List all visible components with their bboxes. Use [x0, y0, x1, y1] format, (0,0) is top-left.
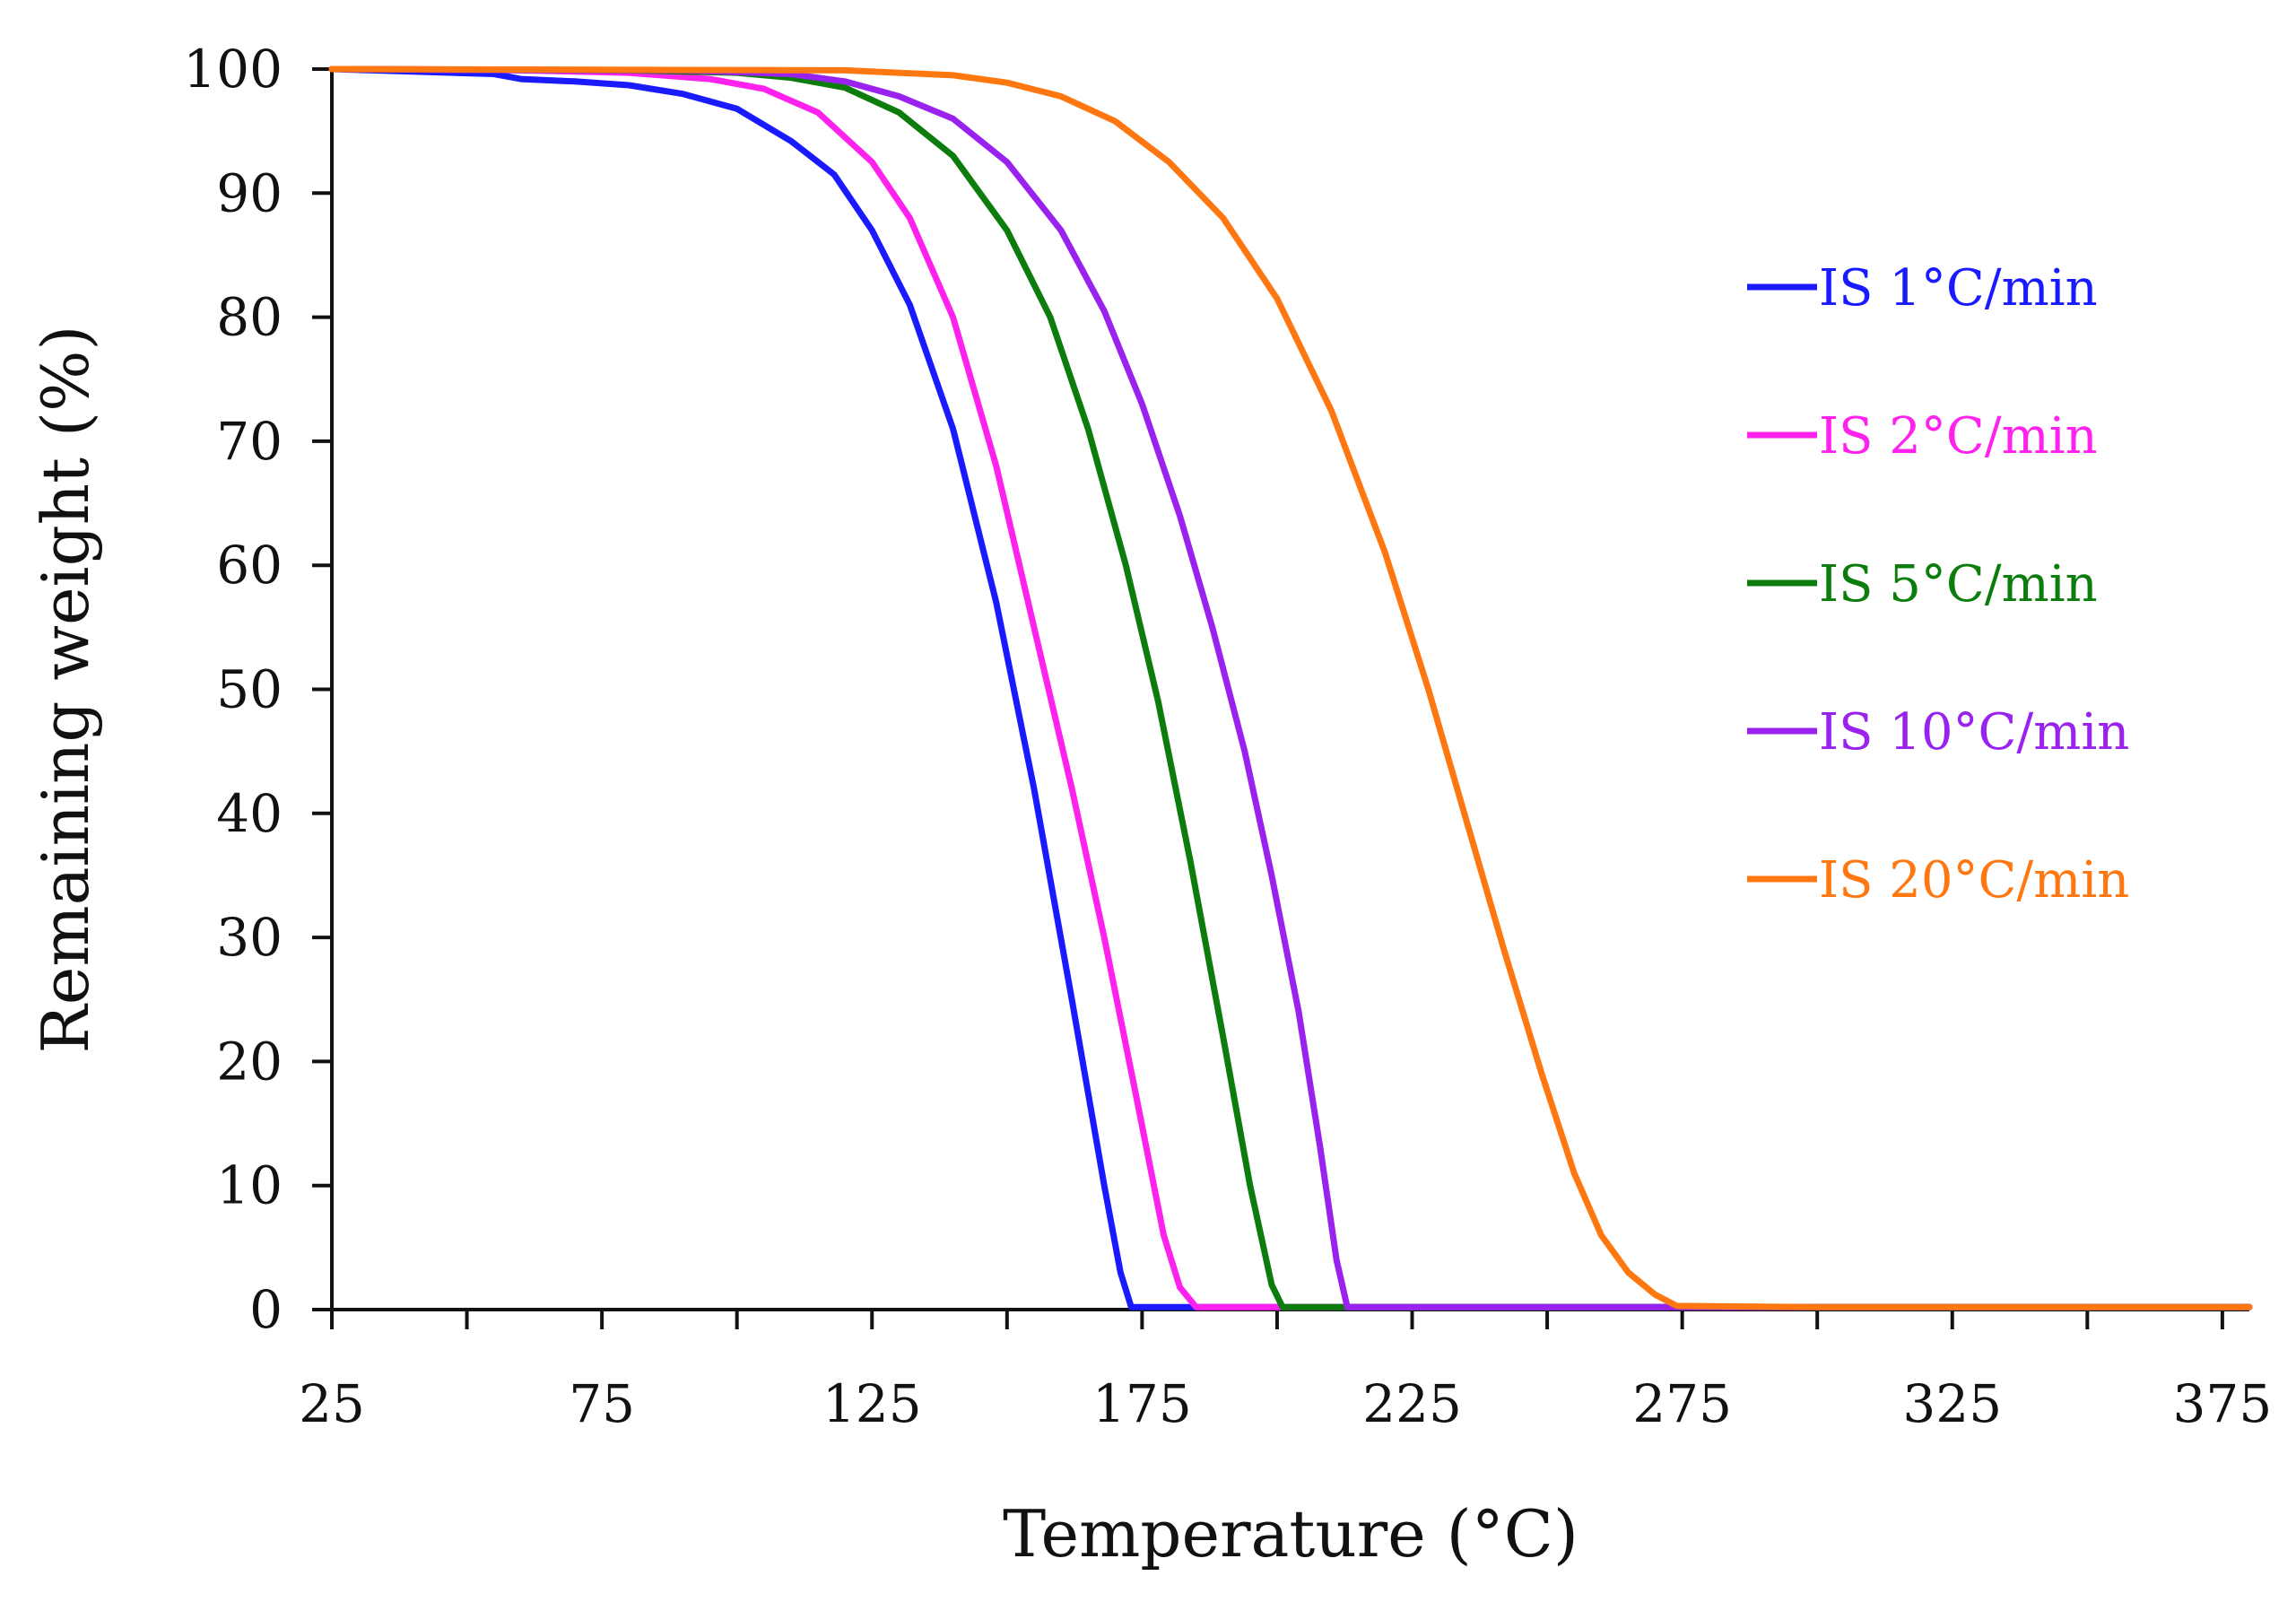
x-tick-label: 125 — [822, 1373, 922, 1434]
legend-label-3: IS 5°C/min — [1819, 555, 2098, 614]
series-line-1 — [328, 65, 2253, 1310]
legend-label-1: IS 1°C/min — [1819, 259, 2098, 318]
y-tick-label: 70 — [216, 411, 283, 472]
x-axis-title: Temperature (°C) — [1003, 1496, 1578, 1572]
y-tick-label: 60 — [216, 535, 283, 596]
y-tick-label: 90 — [216, 162, 283, 223]
x-tick-label: 225 — [1362, 1373, 1462, 1434]
y-axis-ticks: 0 10 20 30 40 50 60 70 80 90 100 — [183, 39, 332, 1340]
axes: 25 75 125 175 225 275 325 375 0 10 20 30 40 50 60 70 80… — [183, 39, 2272, 1434]
x-tick-label: 375 — [2173, 1373, 2273, 1434]
series-line-4 — [328, 65, 2253, 1310]
series-group — [328, 65, 2253, 1310]
y-tick-label: 10 — [216, 1155, 283, 1216]
series-line-5 — [328, 65, 2253, 1310]
x-axis-ticks: 25 75 125 175 225 275 325 375 — [299, 1310, 2272, 1434]
x-tick-label: 75 — [569, 1373, 635, 1434]
y-tick-label: 20 — [216, 1031, 283, 1092]
legend-label-2: IS 2°C/min — [1819, 407, 2098, 466]
y-tick-label: 100 — [183, 39, 283, 100]
y-tick-label: 50 — [216, 659, 283, 720]
x-tick-label: 175 — [1092, 1373, 1192, 1434]
y-tick-label: 40 — [216, 783, 283, 844]
y-tick-label: 30 — [216, 907, 283, 968]
legend-label-4: IS 10°C/min — [1819, 703, 2129, 762]
y-axis-title: Remaining weight (%) — [28, 326, 103, 1054]
x-tick-label: 275 — [1632, 1373, 1732, 1434]
series-line-3 — [328, 65, 2253, 1310]
series-line-2 — [328, 65, 2253, 1310]
x-tick-label: 25 — [299, 1373, 365, 1434]
x-tick-label: 325 — [1902, 1373, 2002, 1434]
legend-label-5: IS 20°C/min — [1819, 851, 2129, 910]
legend: IS 1°C/min IS 2°C/min IS 5°C/min IS 10°C/mi… — [1747, 259, 2129, 910]
y-tick-label: 80 — [216, 287, 283, 348]
y-tick-label: 0 — [249, 1279, 283, 1340]
